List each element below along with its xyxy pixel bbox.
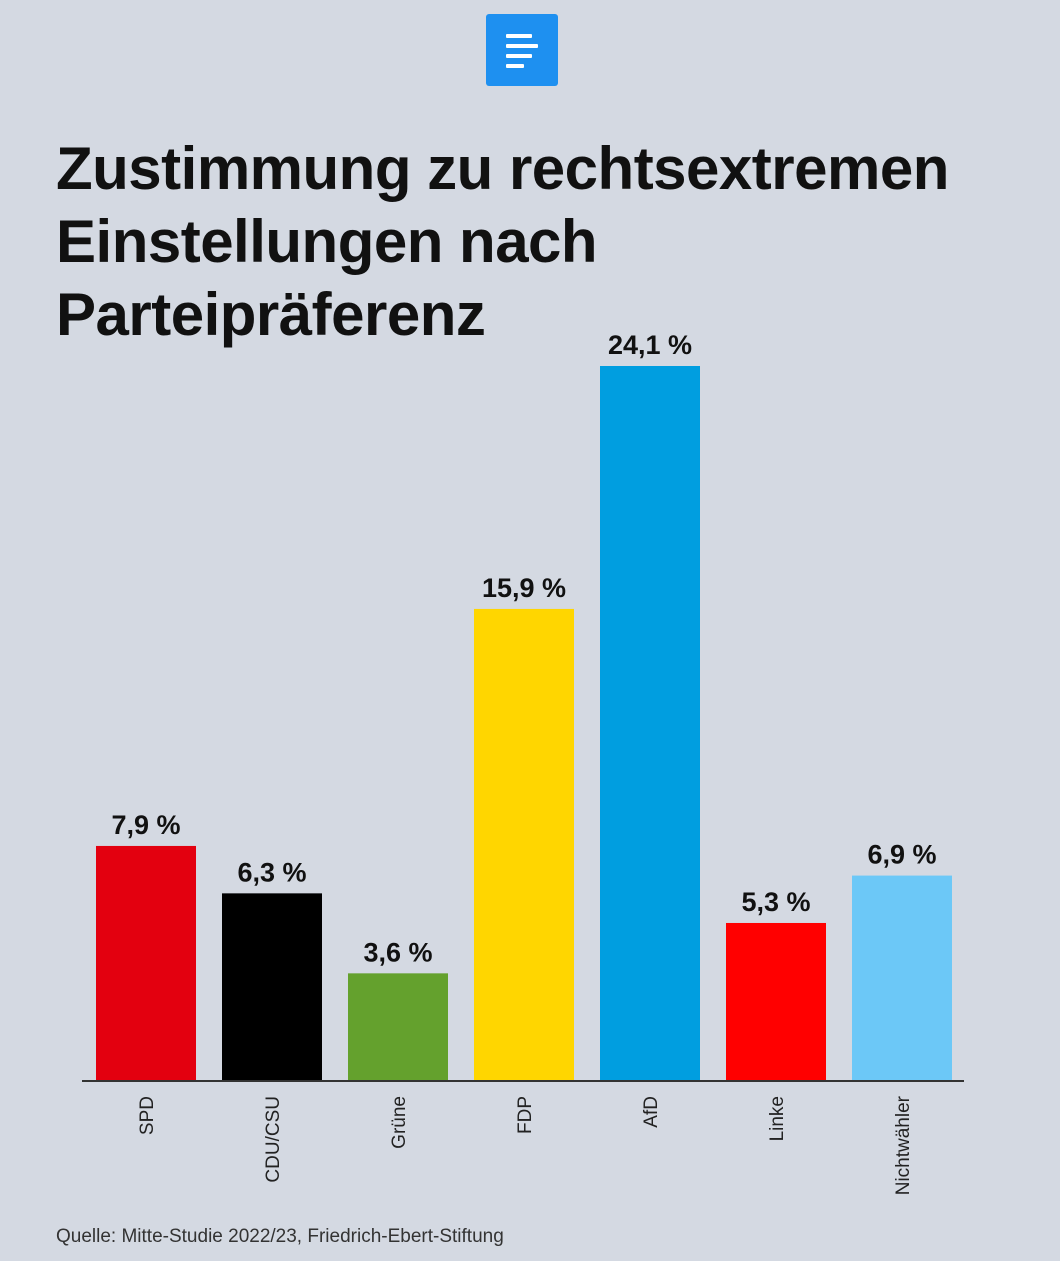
value-label: 7,9 % [111,810,180,840]
category-label: SPD [137,1096,158,1135]
logo-line [506,44,538,48]
logo-line [506,64,524,68]
value-label: 6,9 % [867,840,936,870]
value-label: 3,6 % [363,937,432,967]
bar-fdp [474,608,574,1080]
brand-logo [486,14,558,86]
value-label: 15,9 % [482,573,566,603]
category-label: CDU/CSU [263,1096,284,1183]
source-note: Quelle: Mitte-Studie 2022/23, Friedrich-… [56,1226,504,1247]
logo-line [506,34,532,38]
value-label: 24,1 % [608,330,692,360]
logo-line [506,54,532,58]
value-label: 5,3 % [741,887,810,917]
bar-afd [600,366,700,1080]
bar-cdu-csu [222,893,322,1080]
value-label: 6,3 % [237,857,306,887]
bar-gr-ne [348,973,448,1080]
bar-nichtw-hler [852,875,952,1080]
category-label: FDP [515,1096,536,1134]
category-label: AfD [641,1096,662,1128]
chart-title: Zustimmung zu rechtsextremen Einstellung… [56,135,949,348]
category-label: Nichtwähler [893,1095,914,1195]
bar-linke [726,922,826,1080]
bar-spd [96,845,196,1080]
category-label: Grüne [389,1096,410,1149]
category-label: Linke [767,1096,788,1141]
